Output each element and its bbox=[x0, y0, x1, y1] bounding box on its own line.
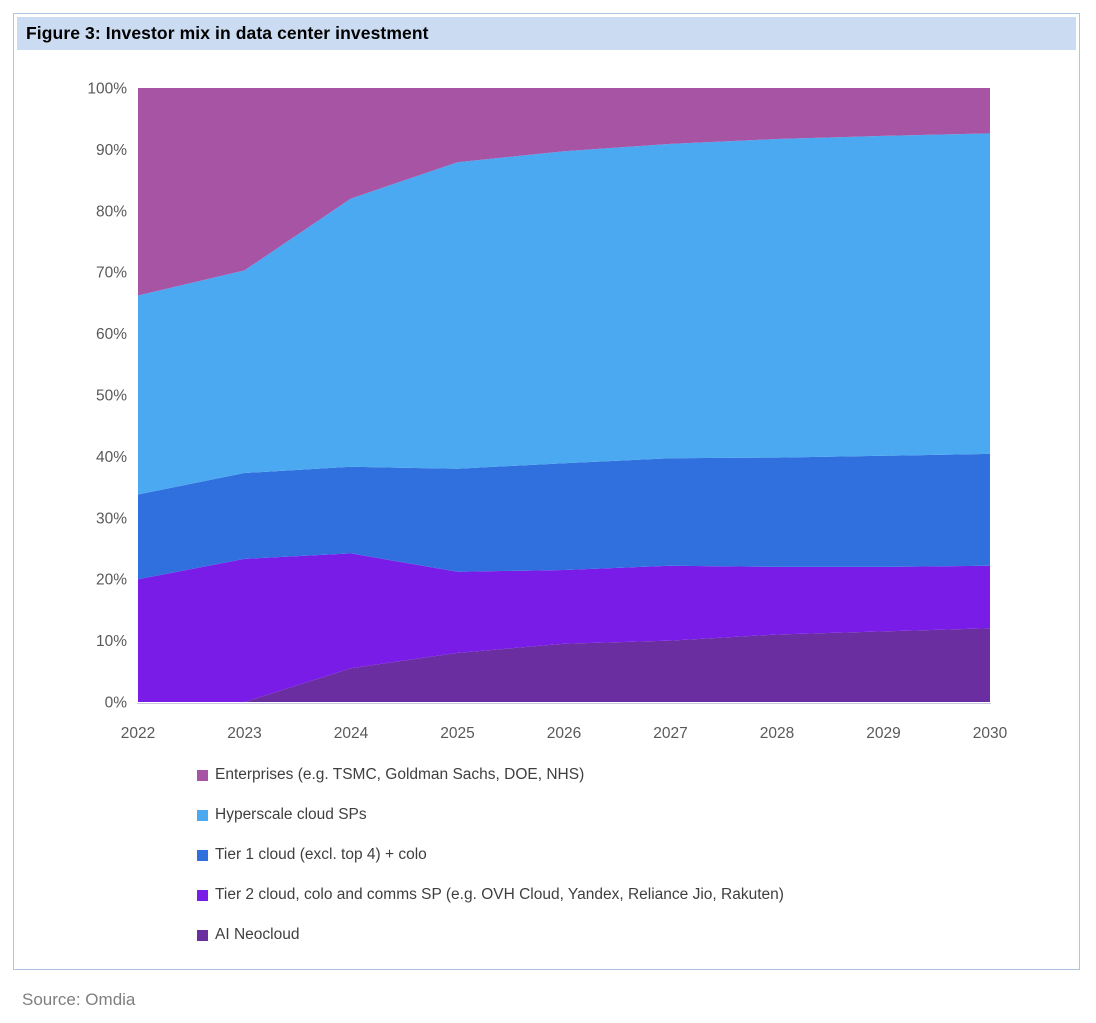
y-axis-tick-label: 50% bbox=[96, 388, 127, 405]
y-axis-tick-label: 10% bbox=[96, 633, 127, 650]
legend-label-tier2-cloud-colo-comms: Tier 2 cloud, colo and comms SP (e.g. OV… bbox=[215, 886, 784, 903]
x-axis-tick-label: 2030 bbox=[973, 725, 1008, 742]
x-axis-tick-label: 2023 bbox=[227, 725, 261, 742]
x-axis-tick-label: 2028 bbox=[760, 725, 794, 742]
y-axis-tick-label: 30% bbox=[96, 510, 127, 527]
legend-label-ai-neocloud: AI Neocloud bbox=[215, 926, 300, 943]
x-axis-tick-label: 2022 bbox=[121, 725, 155, 742]
y-axis-tick-label: 20% bbox=[96, 572, 127, 589]
area-enterprises bbox=[138, 88, 990, 296]
y-axis-tick-label: 100% bbox=[87, 81, 127, 98]
area-hyperscale-cloud-sps bbox=[138, 133, 990, 495]
legend-label-enterprises: Enterprises (e.g. TSMC, Goldman Sachs, D… bbox=[215, 766, 585, 783]
y-axis-tick-label: 40% bbox=[96, 449, 127, 466]
x-axis-tick-label: 2024 bbox=[334, 725, 369, 742]
legend-swatch-tier2-cloud-colo-comms bbox=[197, 889, 208, 901]
legend-label-hyperscale-cloud-sps: Hyperscale cloud SPs bbox=[215, 806, 367, 823]
y-axis-tick-label: 80% bbox=[96, 203, 127, 220]
legend-swatch-tier1-cloud-colo bbox=[197, 849, 208, 861]
figure-title: Figure 3: Investor mix in data center in… bbox=[26, 23, 429, 43]
legend-swatch-ai-neocloud bbox=[197, 929, 208, 941]
chart-legend: Enterprises (e.g. TSMC, Goldman Sachs, D… bbox=[197, 764, 784, 946]
area-tier1-cloud-colo bbox=[138, 453, 990, 580]
area-ai-neocloud bbox=[138, 628, 990, 702]
legend-item-ai-neocloud: AI Neocloud bbox=[197, 924, 784, 946]
x-axis-tick-label: 2029 bbox=[866, 725, 900, 742]
source-note: Source: Omdia bbox=[22, 990, 136, 1009]
legend-item-tier1-cloud-colo: Tier 1 cloud (excl. top 4) + colo bbox=[197, 844, 784, 866]
legend-label-tier1-cloud-colo: Tier 1 cloud (excl. top 4) + colo bbox=[215, 846, 427, 863]
legend-item-tier2-cloud-colo-comms: Tier 2 cloud, colo and comms SP (e.g. OV… bbox=[197, 884, 784, 906]
x-axis-tick-label: 2027 bbox=[653, 725, 687, 742]
x-axis-tick-label: 2025 bbox=[440, 725, 474, 742]
x-axis-tick-label: 2026 bbox=[547, 725, 581, 742]
figure-title-bar: Figure 3: Investor mix in data center in… bbox=[17, 17, 1076, 50]
legend-swatch-enterprises bbox=[197, 769, 208, 781]
legend-swatch-hyperscale-cloud-sps bbox=[197, 809, 208, 821]
area-tier2-cloud-colo-comms bbox=[138, 553, 990, 702]
y-axis-tick-label: 90% bbox=[96, 142, 127, 159]
y-axis-tick-label: 0% bbox=[105, 695, 128, 712]
y-axis-tick-label: 60% bbox=[96, 326, 127, 343]
legend-item-enterprises: Enterprises (e.g. TSMC, Goldman Sachs, D… bbox=[197, 764, 784, 786]
legend-item-hyperscale-cloud-sps: Hyperscale cloud SPs bbox=[197, 804, 784, 826]
y-axis-tick-label: 70% bbox=[96, 265, 127, 282]
